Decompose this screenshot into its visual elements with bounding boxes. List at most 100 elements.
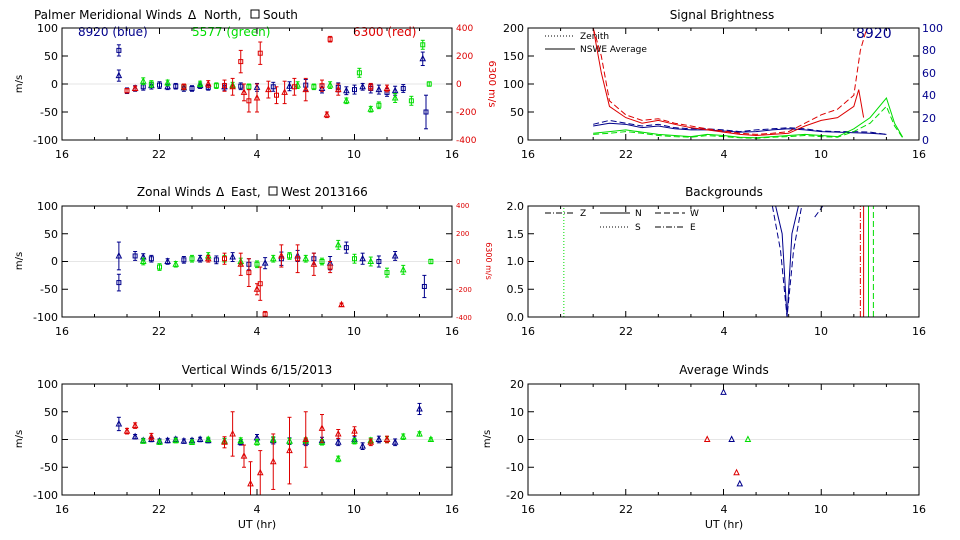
y-tick-label-right: 40 (922, 89, 936, 102)
data-point-square (213, 257, 219, 263)
series-line-red (592, 28, 865, 137)
data-point-square (376, 102, 382, 108)
series-line-blue (771, 206, 803, 317)
panel-average: Average Winds m/s 20 10 0 -10 -20 16 22 … (482, 363, 926, 531)
y-tick-label: 0 (51, 255, 58, 268)
legend-label-blue: 8920 (blue) (78, 25, 148, 39)
legend-label-red: 6300 (red) (353, 25, 416, 39)
data-point-triangle (302, 85, 310, 93)
y-tick-label: 100 (503, 78, 524, 91)
legend-label-green: 5577 (green) (192, 25, 270, 39)
data-point-triangle (391, 438, 399, 445)
data-point-triangle (281, 88, 288, 95)
panel-title: Zonal Winds (137, 185, 211, 199)
data-point-triangle (391, 251, 399, 259)
x-tick-label: 10 (347, 325, 361, 338)
series-line-blue (593, 122, 887, 135)
data-point-triangle (383, 435, 391, 442)
data-point-triangle (164, 78, 171, 86)
data-point-triangle (196, 81, 204, 89)
y-tick-label-right: -200 (456, 108, 477, 118)
data-point-triangle (115, 251, 123, 259)
marks-meridional (62, 35, 452, 130)
data-point-square (238, 59, 244, 65)
y-tick-label: 1.5 (507, 228, 525, 241)
y-tick-label: -100 (33, 489, 58, 502)
data-point-square (420, 42, 426, 48)
data-point-triangle (131, 421, 139, 429)
data-point-triangle (399, 432, 407, 440)
panel-title: Vertical Winds 6/15/2013 (182, 363, 333, 377)
y-tick-label: -50 (40, 106, 58, 119)
y-tick-label-right: 0 (456, 258, 460, 266)
x-tick-labels: 16 22 4 10 16 (55, 503, 459, 516)
data-point-triangle (204, 254, 212, 262)
y-tick-label: -100 (33, 134, 58, 147)
x-tick-label: 4 (254, 148, 261, 161)
y-tick-labels-right: 400 200 0 -200 -400 (456, 202, 472, 322)
y-tick-label-right: 400 (456, 24, 473, 34)
series-green (139, 239, 434, 278)
data-point-square (421, 283, 427, 289)
y-tick-labels: 100 50 0 -50 -100 (33, 22, 58, 147)
square-marker-glyph (268, 186, 278, 196)
data-point-triangle (302, 435, 310, 442)
data-point-triangle (172, 260, 180, 267)
square-marker-glyph (250, 9, 260, 19)
data-point-triangle (728, 435, 735, 442)
series-green (744, 435, 752, 442)
data-point-triangle (416, 404, 423, 412)
marks-zonal (62, 239, 452, 318)
data-point-triangle (237, 438, 245, 445)
data-point-square (116, 280, 122, 286)
x-axis-label: UT (hr) (705, 518, 743, 531)
data-point-triangle (367, 105, 375, 112)
y-tick-label-right: 60 (922, 67, 936, 80)
y-tick-label-right: -400 (456, 314, 472, 322)
data-point-triangle (180, 437, 188, 444)
triangle-marker-glyph: Δ (188, 8, 197, 22)
x-tick-label: 22 (619, 325, 633, 338)
y-tick-labels: 200 150 100 50 0 (503, 22, 524, 147)
data-point-square (246, 84, 252, 90)
x-tick-label: 16 (912, 325, 926, 338)
panel-title-part: West 2013166 (281, 185, 368, 199)
data-point-triangle (720, 388, 727, 395)
data-point-square (157, 264, 162, 270)
y-tick-label: -50 (40, 283, 58, 296)
y-tick-label: 100 (37, 22, 58, 35)
data-point-square (311, 84, 317, 90)
y-tick-label-right: 0 (456, 80, 462, 90)
data-point-triangle (148, 432, 155, 440)
data-point-square (327, 264, 333, 270)
data-point-square (319, 83, 325, 89)
data-point-triangle (229, 82, 236, 90)
data-point-square (428, 259, 434, 264)
data-point-triangle (261, 259, 269, 266)
x-tick-label: 16 (445, 325, 459, 338)
data-point-triangle (156, 438, 163, 445)
data-point-square (408, 98, 414, 104)
x-tick-labels: 16 22 4 10 16 (521, 503, 926, 516)
data-point-triangle (416, 429, 423, 437)
y-tick-label: 50 (44, 228, 58, 241)
data-point-square (189, 85, 195, 91)
data-point-square (222, 256, 227, 262)
panel-backgrounds: Backgrounds Z N W S E 2.0 1.5 1.0 0.5 0.… (507, 185, 927, 338)
x-tick-label: 16 (521, 148, 535, 161)
data-point-square (274, 92, 279, 98)
x-tick-label: 22 (152, 503, 166, 516)
data-point-square (148, 256, 154, 262)
data-point-square (327, 36, 333, 42)
y-tick-label: 100 (37, 200, 58, 213)
y-tick-label-right: 20 (922, 112, 936, 125)
data-point-triangle (375, 435, 383, 442)
data-point-triangle (359, 442, 366, 449)
data-point-square (343, 245, 349, 251)
data-point-triangle (131, 432, 139, 440)
data-point-triangle (229, 252, 236, 260)
y-axis-label-right: 6300 m/s (486, 61, 497, 108)
y-axis-label: m/s (14, 430, 25, 448)
x-tick-label: 10 (347, 148, 361, 161)
